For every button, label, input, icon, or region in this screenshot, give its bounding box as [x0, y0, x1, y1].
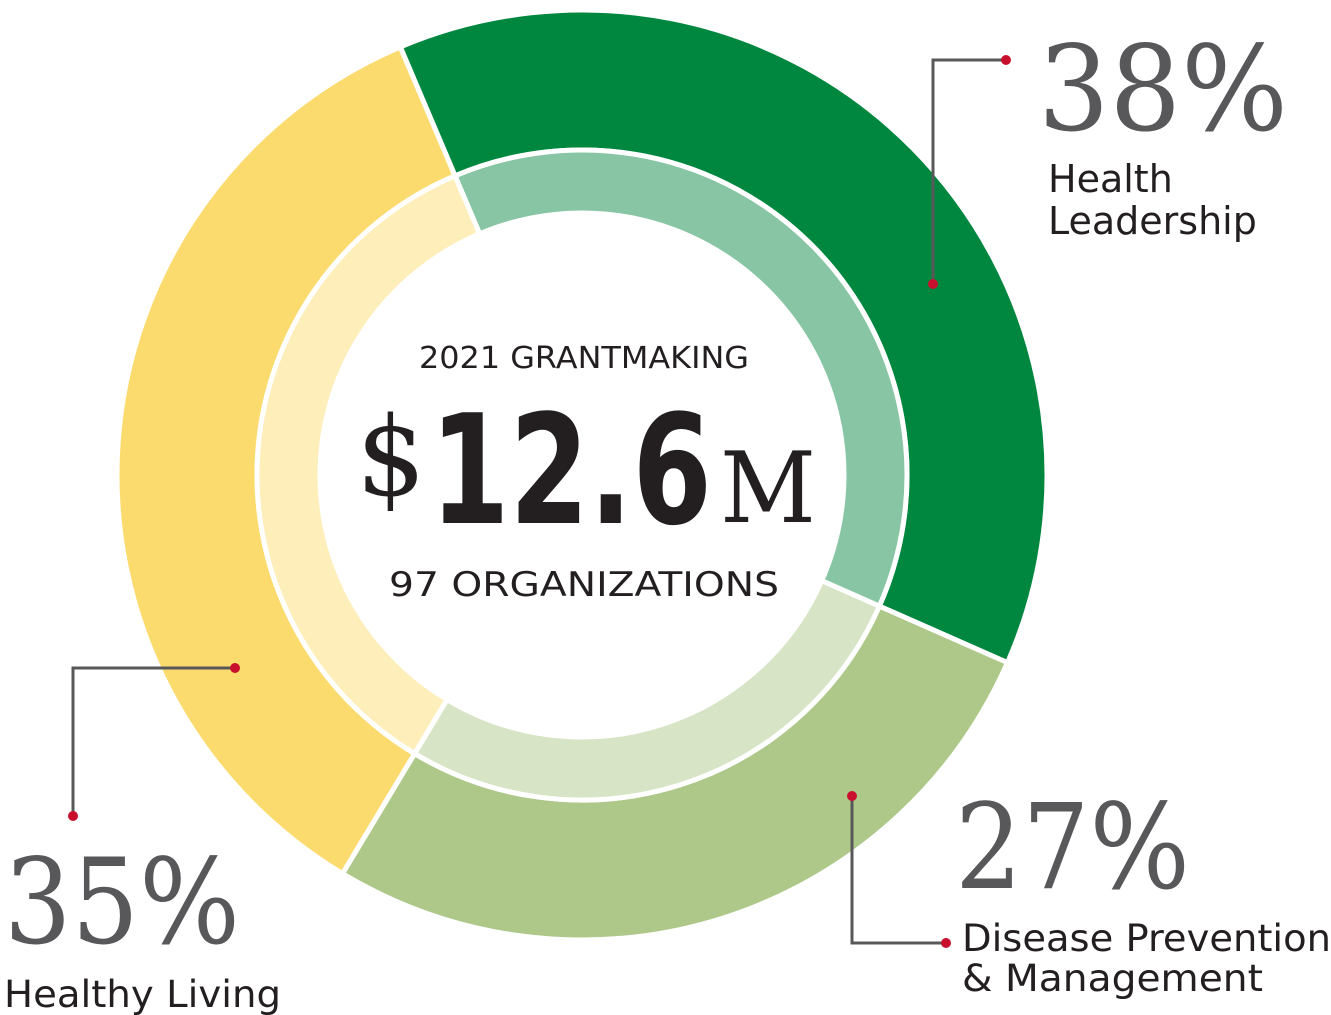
percent-label-healthy-living: 35%: [4, 833, 240, 971]
category-label-disease-prevention: & Management: [962, 957, 1263, 1000]
leader-line-disease-prevention: [850, 796, 946, 945]
percent-label-health-leadership: 38%: [1038, 20, 1288, 158]
category-label-healthy-living: Healthy Living: [4, 973, 281, 1015]
leader-dot: [1001, 55, 1011, 65]
category-label-health-leadership: Leadership: [1048, 199, 1257, 243]
center-amount: 12.6: [430, 382, 712, 559]
leader-line-healthy-living: [71, 666, 235, 816]
center-title: 2021 GRANTMAKING: [419, 341, 749, 376]
leader-dot: [941, 938, 951, 948]
percent-label-disease-prevention: 27%: [955, 778, 1190, 916]
leader-line-health-leadership: [931, 58, 1006, 284]
category-label-health-leadership: Health: [1048, 157, 1173, 201]
leader-lines: [71, 58, 1006, 945]
slice-inner-health-leadership: [451, 147, 910, 610]
currency-symbol: $: [356, 393, 426, 521]
leader-dot: [230, 663, 240, 673]
center-subtitle: 97 ORGANIZATIONS: [389, 565, 779, 605]
center-unit: M: [720, 432, 816, 546]
slice-inner-healthy-living: [254, 172, 483, 758]
leader-dot: [928, 279, 938, 289]
leader-dot: [847, 791, 857, 801]
leader-dot: [68, 811, 78, 821]
leader-dots: [68, 55, 1011, 948]
category-label-disease-prevention: Disease Prevention: [962, 917, 1331, 960]
